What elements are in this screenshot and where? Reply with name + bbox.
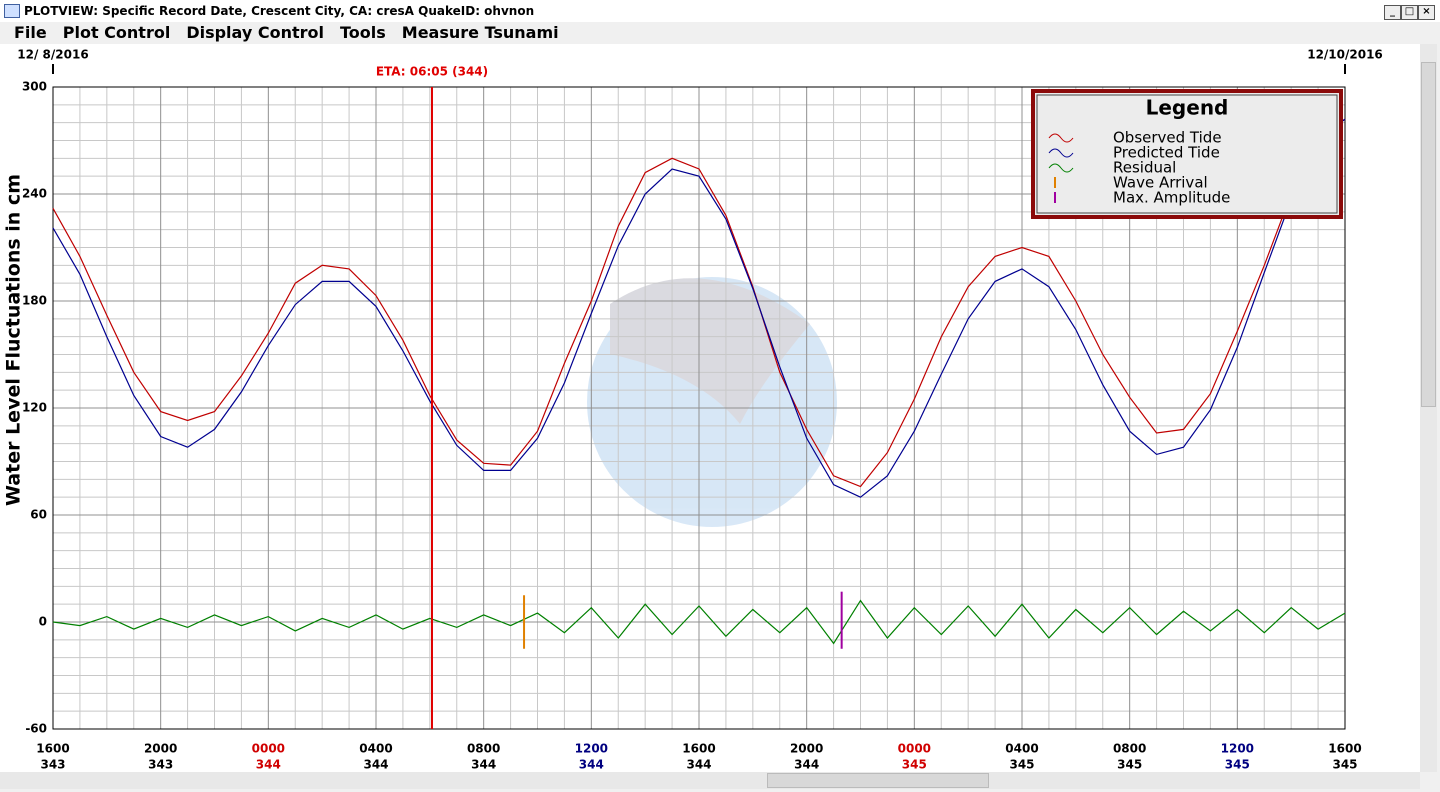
legend-swatch xyxy=(1048,148,1074,158)
y-tick-label: 120 xyxy=(22,401,47,415)
x-tick-day: 345 xyxy=(902,758,927,772)
y-tick-label: 240 xyxy=(22,187,47,201)
y-tick-label: -60 xyxy=(25,722,47,736)
y-axis-label: Water Level Fluctuations in cm xyxy=(3,174,25,506)
x-tick-day: 344 xyxy=(579,758,604,772)
title-bar: PLOTVIEW: Specific Record Date, Crescent… xyxy=(0,0,1440,23)
menu-item[interactable]: Tools xyxy=(339,23,386,42)
minimize-button[interactable]: _ xyxy=(1384,5,1401,20)
legend-swatch xyxy=(1048,163,1074,173)
series-line xyxy=(52,118,1346,488)
y-tick-label: 180 xyxy=(22,294,47,308)
x-tick-day: 343 xyxy=(148,758,173,772)
legend-label: Predicted Tide xyxy=(1113,144,1220,162)
maximize-button[interactable]: □ xyxy=(1401,5,1418,20)
x-tick-day: 344 xyxy=(686,758,711,772)
close-button[interactable]: × xyxy=(1418,5,1435,20)
chart: ETA: 06:05 (344) Water Level Fluctuation… xyxy=(0,44,1420,772)
legend-inner xyxy=(1036,94,1338,214)
x-tick-label: 0000 xyxy=(898,742,931,756)
x-tick-label: 1600 xyxy=(36,742,69,756)
x-tick-label: 1200 xyxy=(1221,742,1254,756)
x-tick-day: 343 xyxy=(40,758,65,772)
app-icon xyxy=(4,4,20,18)
x-tick-label: 0800 xyxy=(1113,742,1146,756)
legend-label: Wave Arrival xyxy=(1113,174,1208,192)
plot-frame xyxy=(52,86,1346,730)
x-tick-day: 344 xyxy=(256,758,281,772)
x-tick-label: 2000 xyxy=(144,742,177,756)
x-tick-label: 1600 xyxy=(1328,742,1361,756)
x-tick-day: 345 xyxy=(1225,758,1250,772)
legend-label: Residual xyxy=(1113,159,1176,177)
x-tick-label: 1200 xyxy=(575,742,608,756)
x-tick-day: 344 xyxy=(794,758,819,772)
vertical-scrollbar[interactable] xyxy=(1420,44,1437,772)
watermark xyxy=(587,277,837,527)
y-tick-label: 0 xyxy=(39,615,47,629)
legend-label: Max. Amplitude xyxy=(1113,189,1230,207)
date-label: 12/10/2016 xyxy=(1307,48,1383,62)
horizontal-scrollbar[interactable] xyxy=(0,772,1420,789)
x-tick-day: 345 xyxy=(1009,758,1034,772)
y-tick-label: 300 xyxy=(22,80,47,94)
x-tick-label: 2000 xyxy=(790,742,823,756)
window-title: PLOTVIEW: Specific Record Date, Crescent… xyxy=(24,4,535,18)
series-line xyxy=(52,599,1346,645)
legend-title: Legend xyxy=(1146,96,1229,120)
menu-item[interactable]: Measure Tsunami xyxy=(401,23,559,42)
x-tick-day: 344 xyxy=(363,758,388,772)
x-tick-label: 0400 xyxy=(359,742,392,756)
date-label: 12/ 8/2016 xyxy=(17,48,88,62)
x-tick-day: 345 xyxy=(1117,758,1142,772)
legend-box xyxy=(1031,89,1343,219)
x-tick-day: 345 xyxy=(1332,758,1357,772)
x-tick-label: 0400 xyxy=(1005,742,1038,756)
menu-item[interactable]: Display Control xyxy=(186,23,324,42)
legend-swatch xyxy=(1048,133,1074,143)
eta-label: ETA: 06:05 (344) xyxy=(376,65,488,79)
x-tick-label: 0000 xyxy=(252,742,285,756)
menu-bar: File Plot Control Display Control Tools Meas… xyxy=(0,22,1440,44)
legend-label: Observed Tide xyxy=(1113,129,1222,147)
x-tick-label: 1600 xyxy=(682,742,715,756)
y-tick-label: 60 xyxy=(30,508,47,522)
x-tick-day: 344 xyxy=(471,758,496,772)
menu-item[interactable]: Plot Control xyxy=(62,23,171,42)
series-line xyxy=(52,118,1346,498)
x-tick-label: 0800 xyxy=(467,742,500,756)
menu-item[interactable]: File xyxy=(14,23,47,42)
